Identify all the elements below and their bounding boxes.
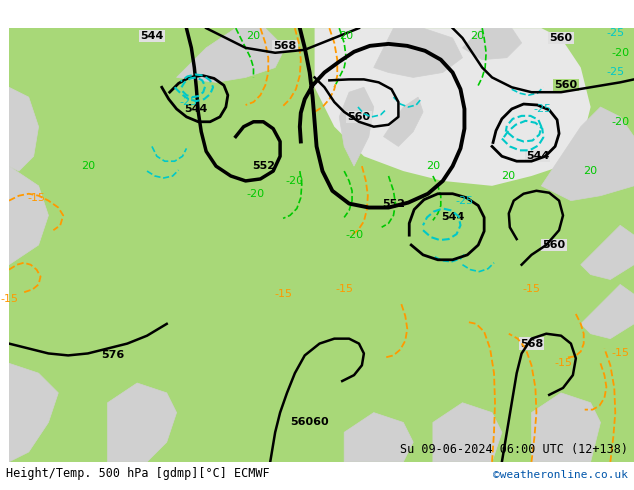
Text: ©weatheronline.co.uk: ©weatheronline.co.uk xyxy=(493,470,628,480)
Text: 544: 544 xyxy=(526,151,549,161)
Text: 568: 568 xyxy=(273,41,297,51)
Text: -15: -15 xyxy=(274,289,292,299)
Polygon shape xyxy=(108,383,177,462)
Polygon shape xyxy=(581,284,634,339)
Text: -15: -15 xyxy=(28,193,46,203)
Text: -25: -25 xyxy=(455,196,474,206)
Polygon shape xyxy=(374,28,462,77)
Text: 20: 20 xyxy=(339,31,353,41)
Text: -20: -20 xyxy=(345,230,363,240)
Text: -15: -15 xyxy=(611,348,629,359)
Text: -15: -15 xyxy=(554,358,572,368)
Polygon shape xyxy=(314,28,591,186)
Polygon shape xyxy=(541,107,634,200)
Text: 560: 560 xyxy=(550,33,573,43)
Text: 560: 560 xyxy=(554,80,578,90)
Text: -15: -15 xyxy=(522,284,540,294)
Polygon shape xyxy=(433,403,502,462)
Text: 20: 20 xyxy=(247,31,261,41)
Polygon shape xyxy=(339,87,374,166)
Polygon shape xyxy=(581,225,634,279)
Text: -25: -25 xyxy=(606,68,624,77)
Text: -20: -20 xyxy=(286,176,304,186)
Text: 56060: 56060 xyxy=(290,417,329,427)
Text: -25: -25 xyxy=(179,97,197,107)
Polygon shape xyxy=(384,97,423,147)
Text: Height/Temp. 500 hPa [gdmp][°C] ECMWF: Height/Temp. 500 hPa [gdmp][°C] ECMWF xyxy=(6,467,270,480)
Polygon shape xyxy=(462,28,522,60)
Text: 544: 544 xyxy=(441,212,464,222)
Text: 20: 20 xyxy=(470,31,484,41)
Polygon shape xyxy=(531,393,600,462)
Text: -15: -15 xyxy=(0,294,18,304)
Polygon shape xyxy=(9,166,48,265)
Text: Su 09-06-2024 06:00 UTC (12+138): Su 09-06-2024 06:00 UTC (12+138) xyxy=(399,442,628,456)
Text: -25: -25 xyxy=(606,28,624,38)
Text: 560: 560 xyxy=(543,240,566,250)
Text: 576: 576 xyxy=(101,350,124,361)
Text: -20: -20 xyxy=(247,189,264,199)
Text: -25: -25 xyxy=(533,104,552,114)
Text: 544: 544 xyxy=(140,31,164,41)
Text: 544: 544 xyxy=(184,104,208,114)
Polygon shape xyxy=(9,363,58,462)
Polygon shape xyxy=(344,413,413,462)
Polygon shape xyxy=(177,28,285,82)
Text: 568: 568 xyxy=(520,339,543,348)
Text: 560: 560 xyxy=(347,112,370,122)
Text: -20: -20 xyxy=(611,48,630,58)
Text: 20: 20 xyxy=(426,161,440,171)
Text: 552: 552 xyxy=(382,198,405,209)
Text: -20: -20 xyxy=(611,117,630,127)
Text: 20: 20 xyxy=(81,161,95,171)
Text: -15: -15 xyxy=(335,284,353,294)
Polygon shape xyxy=(9,28,634,462)
Text: 552: 552 xyxy=(252,161,275,171)
Text: 20: 20 xyxy=(501,171,515,181)
Text: 20: 20 xyxy=(583,166,598,176)
Polygon shape xyxy=(9,87,39,171)
